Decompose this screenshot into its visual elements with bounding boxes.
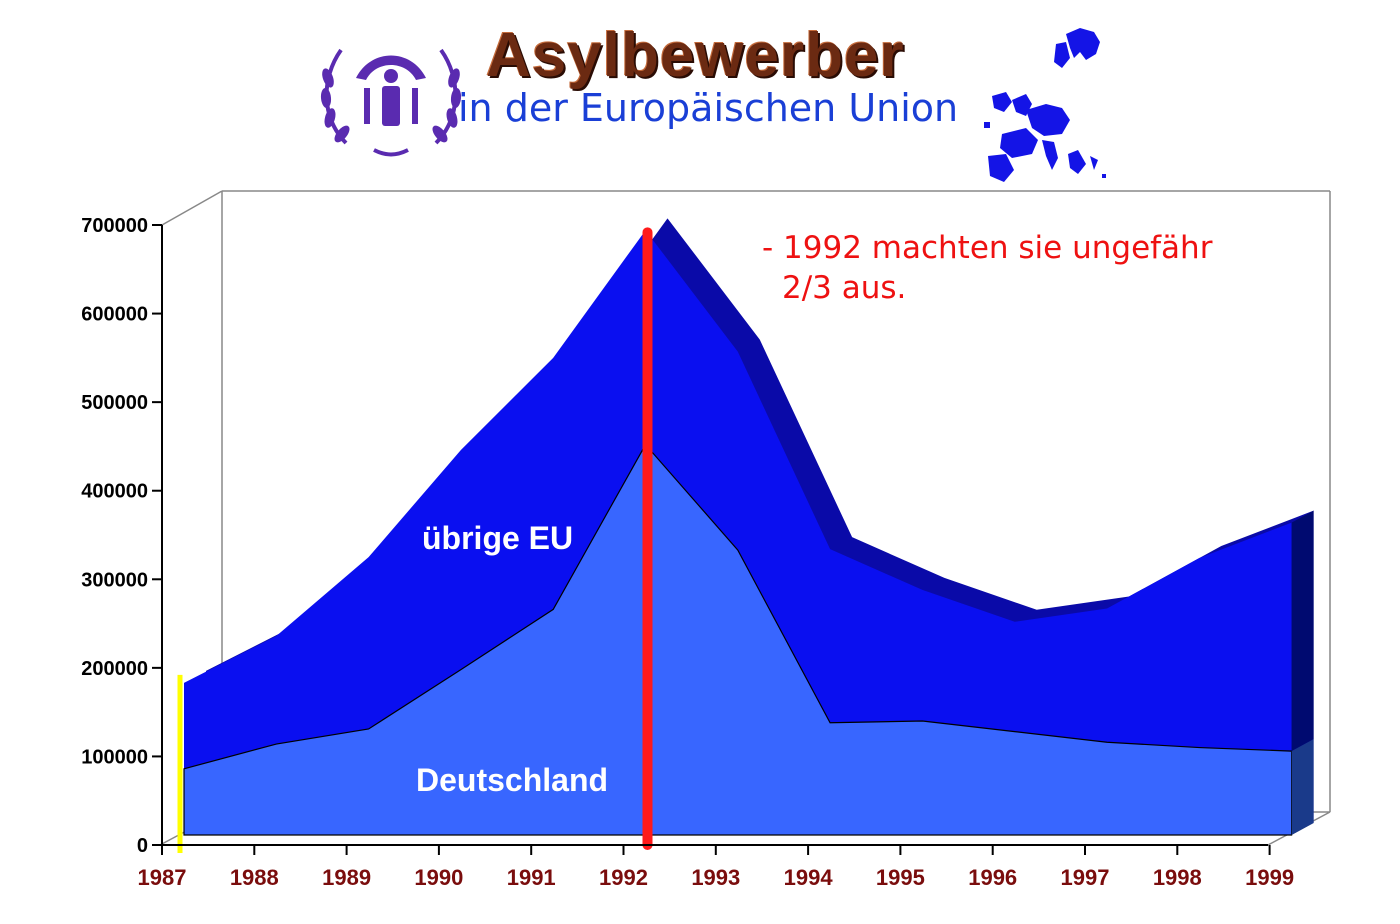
annotation-line-2: 2/3 aus.: [782, 270, 907, 307]
subtitle: in der Europäischen Union: [458, 86, 959, 130]
x-tick-label: 1988: [230, 865, 279, 890]
annotation-line-1: - 1992 machten sie ungefähr: [762, 230, 1213, 266]
unhcr-logo: [320, 48, 462, 157]
y-tick-label: 700000: [81, 215, 148, 237]
x-tick-label: 1992: [599, 865, 648, 890]
area-deutschland: [183, 443, 1293, 836]
y-tick-label: 400000: [81, 481, 148, 503]
y-tick-label: 300000: [81, 569, 148, 591]
x-tick-label: 1998: [1153, 865, 1202, 890]
series-label-ubrige-eu: übrige EU: [422, 520, 573, 556]
x-tick-label: 1999: [1245, 865, 1294, 890]
y-tick-label: 0: [137, 835, 148, 857]
x-tick-label: 1990: [414, 865, 463, 890]
x-tick-label: 1991: [507, 865, 556, 890]
y-tick-label: 500000: [81, 392, 148, 414]
y-tick-label: 600000: [81, 304, 148, 326]
y-tick-label: 100000: [81, 746, 148, 768]
x-tick-label: 1997: [1061, 865, 1110, 890]
x-tick-label: 1996: [968, 865, 1017, 890]
y-tick-label: 200000: [81, 658, 148, 680]
eu-map-icon: [984, 28, 1106, 182]
series-label-deutschland: Deutschland: [416, 762, 608, 798]
x-tick-label: 1993: [691, 865, 740, 890]
x-tick-label: 1989: [322, 865, 371, 890]
x-tick-label: 1994: [784, 865, 834, 890]
area-deutschland-end-face: [1291, 739, 1314, 835]
area-ubrige-eu-end-face: [1291, 510, 1314, 752]
annotation: - 1992 machten sie ungefähr 2/3 aus.: [762, 228, 1212, 309]
x-tick-label: 1987: [138, 865, 187, 890]
title: Asylbewerber: [486, 21, 905, 90]
x-tick-label: 1995: [876, 865, 925, 890]
